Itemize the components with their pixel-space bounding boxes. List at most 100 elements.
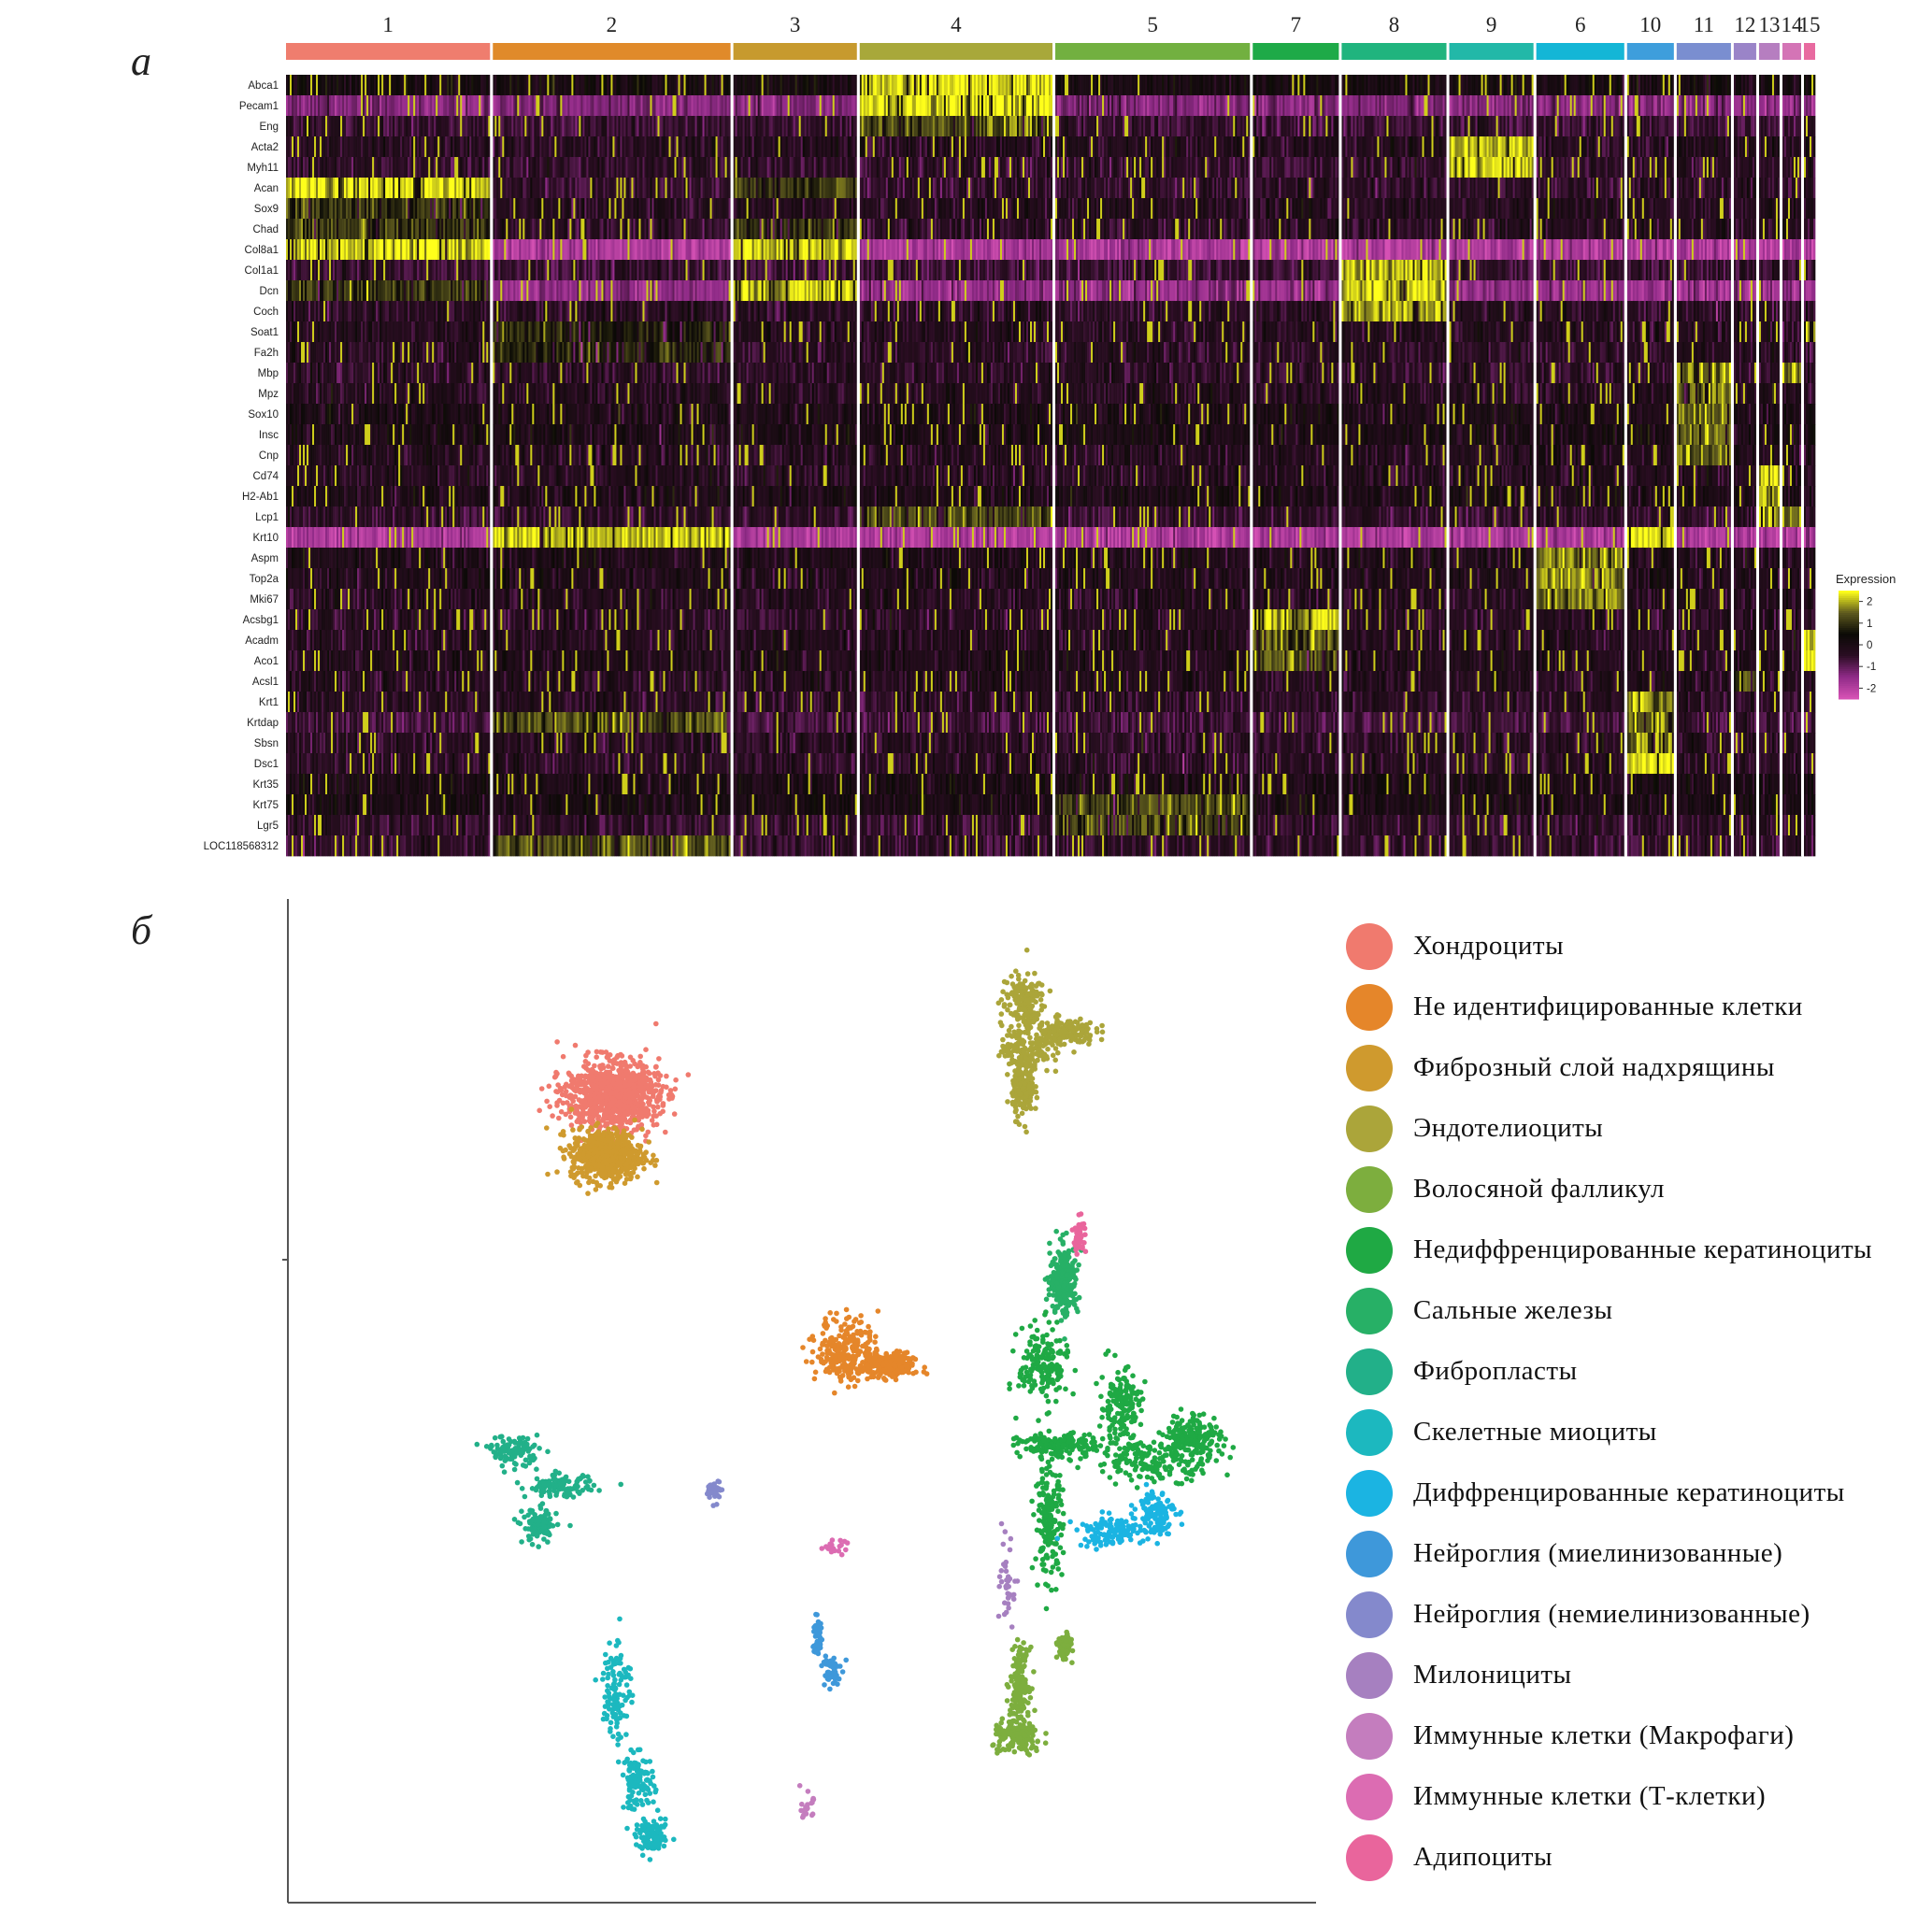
heatmap-cell bbox=[292, 733, 293, 753]
heatmap-cell bbox=[318, 589, 320, 609]
heatmap-cell bbox=[327, 630, 329, 650]
heatmap-cell bbox=[308, 671, 310, 692]
cluster-bar-3 bbox=[734, 43, 857, 60]
heatmap-cell bbox=[288, 178, 290, 198]
cluster-bar-6 bbox=[1537, 43, 1624, 60]
heatmap-cell bbox=[327, 548, 329, 568]
heatmap-cell bbox=[316, 363, 318, 383]
heatmap-cell bbox=[325, 506, 327, 527]
heatmap-cell bbox=[310, 445, 312, 465]
heatmap-cell bbox=[329, 157, 331, 178]
heatmap-cell bbox=[307, 650, 308, 671]
heatmap-cell bbox=[308, 424, 310, 445]
heatmap-cell bbox=[301, 733, 303, 753]
heatmap-cell bbox=[322, 239, 323, 260]
heatmap-cell bbox=[327, 424, 329, 445]
heatmap-cell bbox=[307, 794, 308, 815]
heatmap-cell bbox=[325, 794, 327, 815]
heatmap-cell bbox=[288, 589, 290, 609]
heatmap-cell bbox=[316, 609, 318, 630]
heatmap-cell bbox=[318, 815, 320, 835]
heatmap-cell bbox=[293, 815, 295, 835]
heatmap-cell bbox=[293, 835, 295, 856]
heatmap-cell bbox=[308, 465, 310, 486]
heatmap-cell bbox=[322, 589, 323, 609]
heatmap-cell bbox=[299, 486, 301, 506]
heatmap-cell bbox=[295, 609, 297, 630]
heatmap-cell bbox=[307, 630, 308, 650]
heatmap-cell bbox=[316, 774, 318, 794]
heatmap-cell bbox=[325, 342, 327, 363]
heatmap-cell bbox=[325, 527, 327, 548]
heatmap-cell bbox=[320, 548, 322, 568]
heatmap-cell bbox=[288, 136, 290, 157]
heatmap-cell bbox=[318, 321, 320, 342]
heatmap-cell bbox=[292, 486, 293, 506]
heatmap-cell bbox=[297, 815, 299, 835]
heatmap-cell bbox=[318, 794, 320, 815]
heatmap-cell bbox=[288, 321, 290, 342]
heatmap-cell bbox=[290, 527, 292, 548]
heatmap-cell bbox=[323, 774, 325, 794]
heatmap-cell bbox=[286, 609, 288, 630]
heatmap-cell bbox=[308, 650, 310, 671]
heatmap-cell bbox=[318, 548, 320, 568]
heatmap-cell bbox=[286, 589, 288, 609]
heatmap-cell bbox=[305, 75, 307, 95]
heatmap-cell bbox=[327, 260, 329, 280]
heatmap-cell bbox=[308, 753, 310, 774]
heatmap-cell bbox=[295, 671, 297, 692]
heatmap-cell bbox=[323, 815, 325, 835]
heatmap-cell bbox=[312, 363, 314, 383]
heatmap-cell bbox=[299, 301, 301, 321]
heatmap-cell bbox=[323, 116, 325, 136]
heatmap-cell bbox=[322, 178, 323, 198]
heatmap-cell bbox=[293, 75, 295, 95]
heatmap-cell bbox=[286, 280, 288, 301]
heatmap-cell bbox=[299, 178, 301, 198]
heatmap-cell bbox=[310, 506, 312, 527]
heatmap-cell bbox=[295, 239, 297, 260]
heatmap-cell bbox=[323, 445, 325, 465]
heatmap-cell bbox=[293, 712, 295, 733]
cluster-label-9: 9 bbox=[1486, 13, 1497, 36]
heatmap-cell bbox=[286, 239, 288, 260]
heatmap-cell bbox=[299, 753, 301, 774]
heatmap-cell bbox=[292, 116, 293, 136]
heatmap-cell bbox=[318, 692, 320, 712]
heatmap-cell bbox=[322, 506, 323, 527]
heatmap-cell bbox=[312, 527, 314, 548]
heatmap-cell bbox=[293, 219, 295, 239]
heatmap-cell bbox=[310, 733, 312, 753]
heatmap-cell bbox=[295, 589, 297, 609]
cluster-bar-2 bbox=[493, 43, 730, 60]
heatmap-cell bbox=[297, 301, 299, 321]
heatmap-panel: 1 2 3 4 5 7 8 9 6 10 11 12 13 1415 Abca1Pecam1EngActa… bbox=[204, 13, 1896, 856]
heatmap-cell bbox=[316, 630, 318, 650]
heatmap-cell bbox=[327, 75, 329, 95]
heatmap-cell bbox=[288, 239, 290, 260]
heatmap-cell bbox=[295, 95, 297, 116]
heatmap-cell bbox=[299, 630, 301, 650]
heatmap-cell bbox=[286, 342, 288, 363]
heatmap-cell bbox=[323, 712, 325, 733]
heatmap-cell bbox=[322, 301, 323, 321]
heatmap-cell bbox=[320, 75, 322, 95]
heatmap-cell bbox=[316, 219, 318, 239]
heatmap-cell bbox=[286, 157, 288, 178]
heatmap-cell bbox=[327, 609, 329, 630]
heatmap-cell bbox=[297, 75, 299, 95]
heatmap-cell bbox=[299, 794, 301, 815]
heatmap-cell bbox=[295, 445, 297, 465]
heatmap-cell bbox=[301, 95, 303, 116]
cluster-label-1: 1 bbox=[382, 13, 394, 36]
heatmap-cell bbox=[322, 465, 323, 486]
heatmap-cell bbox=[297, 342, 299, 363]
heatmap-cell bbox=[295, 486, 297, 506]
heatmap-cell bbox=[303, 774, 305, 794]
heatmap-cell bbox=[292, 280, 293, 301]
heatmap-cell bbox=[310, 198, 312, 219]
heatmap-cell bbox=[305, 301, 307, 321]
heatmap-cell bbox=[297, 650, 299, 671]
heatmap-cell bbox=[286, 650, 288, 671]
